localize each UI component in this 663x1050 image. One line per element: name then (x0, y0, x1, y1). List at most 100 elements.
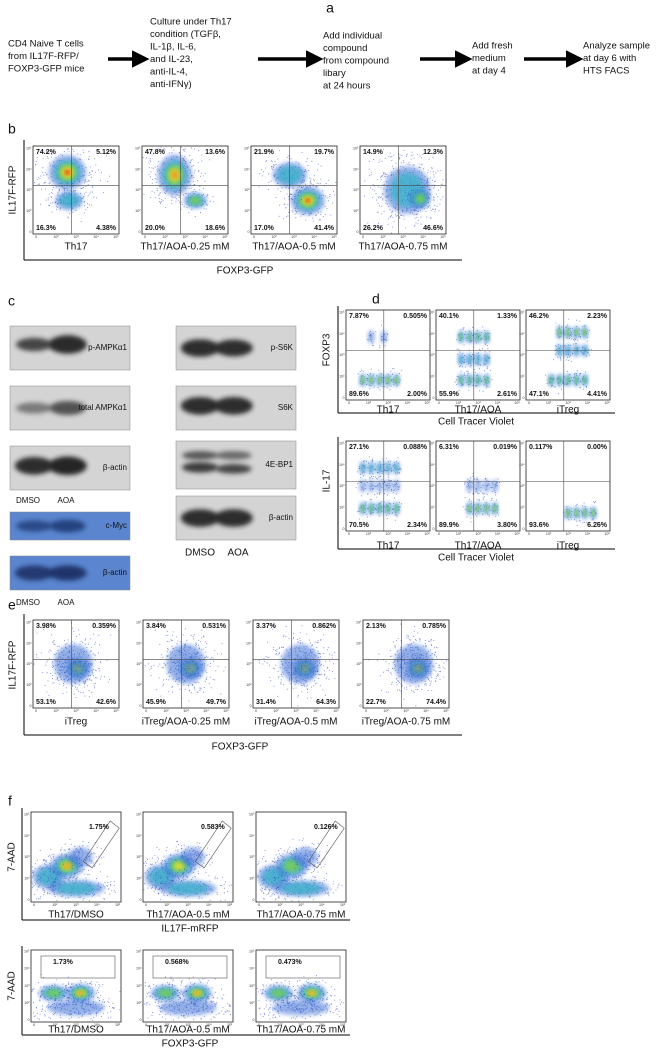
event (192, 638, 195, 640)
event (375, 478, 377, 480)
event (358, 518, 360, 520)
event (465, 355, 467, 357)
text: FOXP3-GFP (217, 266, 274, 277)
event (183, 150, 185, 152)
density (394, 644, 434, 684)
event (43, 174, 45, 176)
event (432, 208, 434, 210)
event (381, 175, 384, 177)
event (172, 631, 174, 633)
event (396, 215, 398, 217)
event (99, 678, 101, 680)
text: 3.80% (497, 522, 518, 529)
event (374, 190, 376, 192)
event (198, 639, 200, 641)
event (431, 676, 433, 678)
event (201, 629, 203, 631)
text: 5.12% (96, 149, 117, 156)
event (459, 351, 461, 353)
event (430, 639, 432, 641)
event (83, 182, 85, 184)
event (155, 197, 157, 199)
event (494, 494, 497, 496)
event (580, 372, 582, 374)
event (489, 370, 491, 372)
text: 10³ (519, 353, 525, 357)
event (403, 687, 406, 689)
event (377, 386, 379, 389)
event (416, 214, 418, 216)
event (210, 662, 212, 665)
event (579, 516, 581, 518)
band (49, 519, 86, 533)
event (203, 188, 205, 190)
band (14, 457, 54, 475)
density (360, 463, 366, 473)
event (366, 507, 369, 509)
event (319, 656, 322, 658)
event (378, 515, 380, 517)
event (66, 691, 68, 693)
event (280, 655, 282, 657)
event (415, 638, 417, 641)
text: 10⁴ (202, 235, 208, 239)
event (90, 650, 92, 652)
event (586, 340, 588, 342)
event (365, 504, 367, 506)
event (188, 700, 190, 702)
event (280, 683, 282, 685)
event (424, 646, 426, 648)
event (391, 373, 393, 375)
event (269, 676, 271, 678)
text: DMSO (16, 598, 40, 607)
event (373, 387, 375, 389)
event (399, 468, 402, 470)
event (464, 331, 467, 333)
event (388, 205, 390, 207)
text: Cell Tracer Violet (438, 417, 514, 428)
event (470, 500, 472, 502)
event (278, 677, 280, 679)
event (57, 206, 59, 208)
text: 10² (53, 235, 59, 239)
event (58, 190, 60, 192)
event (573, 343, 575, 345)
event (175, 680, 177, 682)
event (190, 147, 192, 149)
event (486, 344, 489, 347)
event (390, 370, 392, 372)
event (295, 161, 297, 163)
event (83, 686, 85, 688)
density (361, 378, 364, 383)
text: Th17/AOA (455, 405, 502, 416)
event (48, 162, 50, 164)
text: 7.87% (349, 313, 370, 320)
event (367, 493, 369, 495)
event (150, 665, 152, 667)
event (197, 162, 199, 164)
event (381, 501, 383, 503)
event (184, 192, 186, 195)
event (204, 656, 207, 659)
event (159, 663, 161, 665)
event (377, 202, 379, 204)
text: 10⁵ (429, 441, 435, 445)
event (324, 694, 326, 696)
event (412, 164, 414, 166)
event (48, 694, 50, 696)
event (277, 654, 279, 656)
event (389, 649, 391, 651)
event (106, 659, 108, 661)
event (193, 188, 195, 191)
event (159, 643, 161, 645)
event (53, 640, 55, 642)
event (474, 478, 476, 480)
event (566, 359, 568, 361)
event (47, 197, 49, 199)
event (205, 655, 208, 657)
event (42, 672, 44, 674)
event (206, 676, 208, 678)
text: 10² (246, 683, 252, 687)
event (168, 152, 170, 154)
event (107, 180, 109, 183)
